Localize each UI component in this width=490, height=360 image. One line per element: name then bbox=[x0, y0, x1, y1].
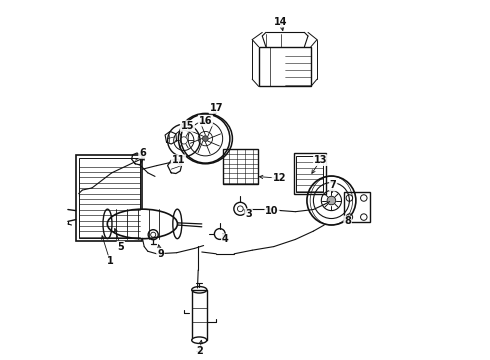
Text: 4: 4 bbox=[222, 234, 228, 244]
Bar bbox=[79, 158, 140, 238]
Text: 7: 7 bbox=[330, 180, 337, 190]
Bar bbox=[192, 290, 207, 340]
Text: 16: 16 bbox=[198, 116, 212, 126]
Text: 12: 12 bbox=[272, 173, 286, 183]
Bar bbox=[76, 155, 143, 241]
Text: 3: 3 bbox=[245, 209, 252, 219]
Text: 14: 14 bbox=[274, 17, 288, 27]
Text: 11: 11 bbox=[172, 155, 185, 165]
Text: 8: 8 bbox=[344, 216, 351, 226]
Circle shape bbox=[202, 136, 208, 141]
Text: 13: 13 bbox=[314, 155, 327, 165]
Bar bbox=[344, 192, 370, 222]
Bar bbox=[223, 149, 258, 184]
Bar bbox=[294, 153, 326, 194]
Text: 6: 6 bbox=[139, 148, 146, 158]
Text: 9: 9 bbox=[157, 249, 164, 259]
Text: 10: 10 bbox=[265, 206, 279, 216]
Text: 15: 15 bbox=[181, 121, 194, 131]
Ellipse shape bbox=[192, 337, 207, 343]
Bar bbox=[259, 47, 311, 86]
Text: 1: 1 bbox=[107, 256, 113, 266]
Text: 2: 2 bbox=[196, 346, 203, 356]
Bar bbox=[296, 156, 323, 192]
Ellipse shape bbox=[107, 209, 177, 239]
Text: 17: 17 bbox=[209, 103, 223, 113]
Text: 5: 5 bbox=[118, 242, 124, 252]
Circle shape bbox=[327, 196, 336, 205]
